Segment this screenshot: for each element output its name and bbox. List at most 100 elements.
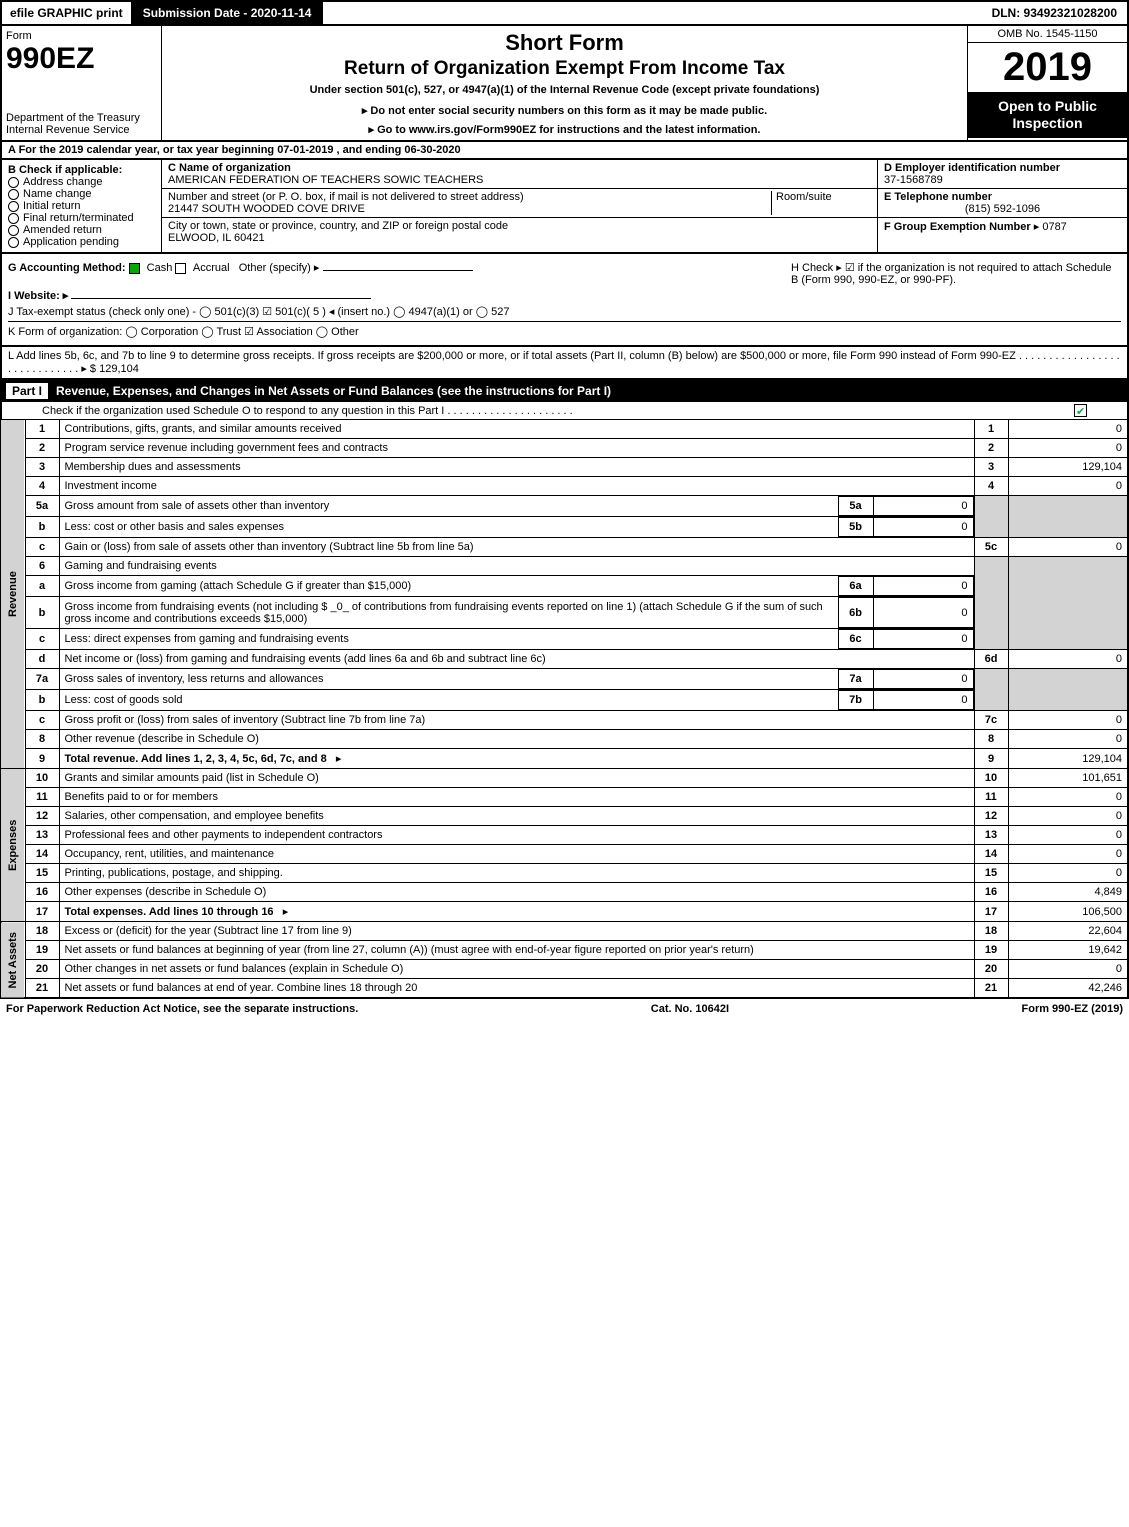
- tax-year: 2019: [968, 43, 1127, 92]
- check-initial-return[interactable]: Initial return: [8, 200, 155, 212]
- tax-period: A For the 2019 calendar year, or tax yea…: [0, 142, 1129, 160]
- form-header: Form 990EZ Department of the Treasury In…: [0, 26, 1129, 142]
- form-subtitle: Return of Organization Exempt From Incom…: [170, 58, 959, 80]
- form-label: Form: [6, 30, 157, 42]
- section-b: B Check if applicable: Address change Na…: [2, 160, 162, 252]
- dept-irs: Internal Revenue Service: [6, 124, 157, 136]
- accrual-checkbox[interactable]: [175, 263, 186, 274]
- form-right-block: OMB No. 1545-1150 2019 Open to Public In…: [967, 26, 1127, 140]
- cash-checkbox[interactable]: [129, 263, 140, 274]
- schedule-o-checkbox-icon[interactable]: [1074, 404, 1087, 417]
- line-19: 19Net assets or fund balances at beginni…: [1, 941, 1128, 960]
- line-16: 16Other expenses (describe in Schedule O…: [1, 883, 1128, 902]
- form-left-block: Form 990EZ Department of the Treasury In…: [2, 26, 162, 140]
- line-11: 11Benefits paid to or for members110: [1, 788, 1128, 807]
- paperwork-notice: For Paperwork Reduction Act Notice, see …: [6, 1003, 358, 1015]
- line-7a: 7a Gross sales of inventory, less return…: [1, 669, 1128, 690]
- street-cell: Number and street (or P. O. box, if mail…: [162, 189, 877, 218]
- line-10: Expenses 10Grants and similar amounts pa…: [1, 769, 1128, 788]
- section-g: G Accounting Method: Cash Accrual Other …: [8, 261, 791, 286]
- line-1: Revenue 1Contributions, gifts, grants, a…: [1, 420, 1128, 439]
- section-c: C Name of organization AMERICAN FEDERATI…: [162, 160, 877, 252]
- phone-value: (815) 592-1096: [884, 203, 1121, 215]
- line-9: 9Total revenue. Add lines 1, 2, 3, 4, 5c…: [1, 749, 1128, 769]
- info-section: B Check if applicable: Address change Na…: [0, 160, 1129, 254]
- part-1-label: Part I: [6, 383, 48, 399]
- line-20: 20Other changes in net assets or fund ba…: [1, 960, 1128, 979]
- section-l: L Add lines 5b, 6c, and 7b to line 9 to …: [0, 347, 1129, 380]
- org-name: AMERICAN FEDERATION OF TEACHERS SOWIC TE…: [168, 174, 483, 186]
- line-12: 12Salaries, other compensation, and empl…: [1, 807, 1128, 826]
- page-footer: For Paperwork Reduction Act Notice, see …: [0, 999, 1129, 1019]
- ein-value: 37-1568789: [884, 174, 1121, 186]
- efile-print-button[interactable]: efile GRAPHIC print: [2, 2, 133, 24]
- ssn-warning: ▸ Do not enter social security numbers o…: [170, 104, 959, 117]
- group-exemption-label: F Group Exemption Number: [884, 221, 1031, 233]
- section-b-header: B Check if applicable:: [8, 164, 155, 176]
- phone-label: E Telephone number: [884, 191, 1121, 203]
- check-application-pending[interactable]: Application pending: [8, 236, 155, 248]
- street-address: 21447 SOUTH WOODED COVE DRIVE: [168, 203, 771, 215]
- room-suite: Room/suite: [771, 191, 871, 215]
- section-h: H Check ▸ ☑ if the organization is not r…: [791, 261, 1121, 286]
- spacer: [323, 2, 981, 24]
- ein-label: D Employer identification number: [884, 162, 1121, 174]
- form-under-section: Under section 501(c), 527, or 4947(a)(1)…: [170, 84, 959, 96]
- part-1-table: Revenue 1Contributions, gifts, grants, a…: [0, 419, 1129, 999]
- expenses-side-label: Expenses: [1, 769, 25, 922]
- top-bar: efile GRAPHIC print Submission Date - 20…: [0, 0, 1129, 26]
- group-exemption-cell: F Group Exemption Number ▸ 0787: [878, 218, 1127, 235]
- ein-cell: D Employer identification number 37-1568…: [878, 160, 1127, 189]
- section-i: I Website: ▸: [8, 289, 1121, 302]
- line-2: 2Program service revenue including gover…: [1, 439, 1128, 458]
- omb-number: OMB No. 1545-1150: [968, 26, 1127, 43]
- line-6d: dNet income or (loss) from gaming and fu…: [1, 650, 1128, 669]
- submission-date: Submission Date - 2020-11-14: [133, 2, 324, 24]
- dln-number: DLN: 93492321028200: [982, 2, 1127, 24]
- line-6c: c Less: direct expenses from gaming and …: [1, 629, 1128, 650]
- section-def: D Employer identification number 37-1568…: [877, 160, 1127, 252]
- line-5c: cGain or (loss) from sale of assets othe…: [1, 538, 1128, 557]
- line-6: 6Gaming and fundraising events: [1, 557, 1128, 576]
- phone-cell: E Telephone number (815) 592-1096: [878, 189, 1127, 218]
- line-7b: b Less: cost of goods sold7b0: [1, 690, 1128, 711]
- section-k: K Form of organization: ◯ Corporation ◯ …: [8, 321, 1121, 338]
- form-990ez: 990EZ: [6, 42, 94, 75]
- meta-block: G Accounting Method: Cash Accrual Other …: [0, 254, 1129, 347]
- group-exemption-value: ▸ 0787: [1034, 221, 1067, 233]
- part-1-title: Revenue, Expenses, and Changes in Net As…: [56, 384, 611, 398]
- form-number: Form 990EZ: [6, 30, 157, 76]
- open-to-public: Open to Public Inspection: [968, 92, 1127, 138]
- dept-treasury: Department of the Treasury: [6, 112, 157, 124]
- check-name-change[interactable]: Name change: [8, 188, 155, 200]
- city-label: City or town, state or province, country…: [168, 220, 508, 232]
- check-address-change[interactable]: Address change: [8, 176, 155, 188]
- netassets-side-label: Net Assets: [1, 922, 25, 999]
- line-15: 15Printing, publications, postage, and s…: [1, 864, 1128, 883]
- form-center-block: Short Form Return of Organization Exempt…: [162, 26, 967, 140]
- form-reference: Form 990-EZ (2019): [1022, 1003, 1123, 1015]
- line-21: 21Net assets or fund balances at end of …: [1, 979, 1128, 999]
- city-value: ELWOOD, IL 60421: [168, 232, 508, 244]
- line-17: 17Total expenses. Add lines 10 through 1…: [1, 902, 1128, 922]
- line-6a: a Gross income from gaming (attach Sched…: [1, 576, 1128, 597]
- line-14: 14Occupancy, rent, utilities, and mainte…: [1, 845, 1128, 864]
- department: Department of the Treasury Internal Reve…: [6, 112, 157, 136]
- revenue-side-label: Revenue: [1, 420, 25, 769]
- street-label: Number and street (or P. O. box, if mail…: [168, 191, 771, 203]
- org-name-cell: C Name of organization AMERICAN FEDERATI…: [162, 160, 877, 189]
- line-4: 4Investment income40: [1, 477, 1128, 496]
- line-8: 8Other revenue (describe in Schedule O)8…: [1, 730, 1128, 749]
- check-final-return[interactable]: Final return/terminated: [8, 212, 155, 224]
- section-j: J Tax-exempt status (check only one) - ◯…: [8, 305, 1121, 318]
- org-name-label: C Name of organization: [168, 162, 483, 174]
- line-6b: b Gross income from fundraising events (…: [1, 597, 1128, 629]
- line-5b: b Less: cost or other basis and sales ex…: [1, 517, 1128, 538]
- instructions-link[interactable]: ▸ Go to www.irs.gov/Form990EZ for instru…: [170, 123, 959, 136]
- catalog-number: Cat. No. 10642I: [651, 1003, 729, 1015]
- line-18: Net Assets 18Excess or (deficit) for the…: [1, 922, 1128, 941]
- part-1-checknote: Check if the organization used Schedule …: [0, 402, 1129, 419]
- check-amended-return[interactable]: Amended return: [8, 224, 155, 236]
- line-3: 3Membership dues and assessments3129,104: [1, 458, 1128, 477]
- part-1-header: Part I Revenue, Expenses, and Changes in…: [0, 380, 1129, 402]
